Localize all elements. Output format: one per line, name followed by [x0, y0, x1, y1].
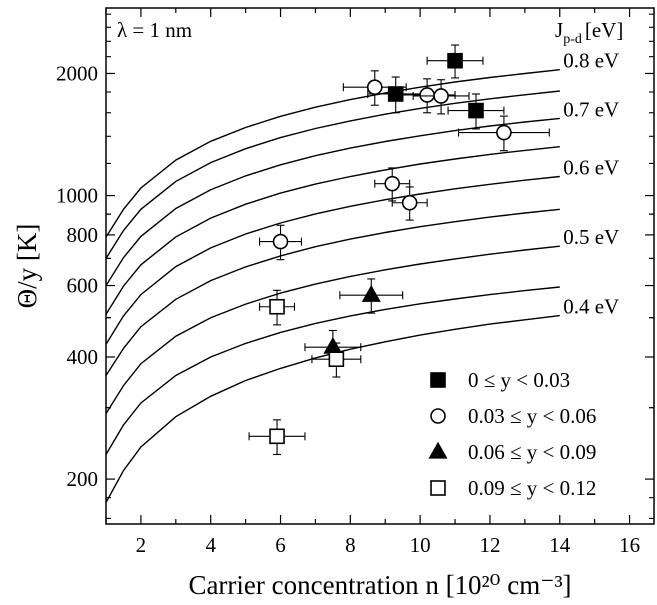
data-point	[457, 115, 550, 152]
open-circle-marker	[430, 408, 446, 424]
filled-square-marker	[468, 102, 484, 119]
data-point	[412, 79, 470, 115]
open-square-marker	[269, 428, 285, 445]
filled-triangle-marker	[428, 441, 448, 459]
labels: 0.4 eV 0.5 eV 0.6 eV 0.7 eV 0.8 eV Carrier co…	[12, 18, 623, 600]
legend-item: 0.09 ≤ y < 0.12	[430, 476, 596, 500]
data-point	[311, 342, 362, 378]
legend-label: 0.06 ≤ y < 0.09	[468, 440, 596, 464]
x-tick-label: 6	[275, 533, 286, 557]
open-circle-marker	[366, 79, 383, 95]
data-point	[426, 44, 484, 79]
filled-triangle-marker	[323, 336, 343, 354]
y-tick-label: 200	[67, 467, 99, 491]
x-tick-label: 14	[549, 533, 571, 557]
plot-frame	[105, 7, 655, 525]
data-point	[398, 78, 456, 114]
curve-header-main: J	[555, 18, 563, 42]
curve-header-sub: p-d	[563, 32, 582, 47]
model-curve	[105, 286, 560, 455]
data-point	[374, 167, 411, 202]
y-tick-label: 400	[67, 345, 99, 369]
open-circle-marker	[272, 233, 289, 250]
filled-triangle-marker	[361, 284, 381, 302]
curve-label: 0.8 eV	[563, 49, 619, 73]
data-point	[248, 419, 306, 456]
x-tick-label: 2	[136, 533, 147, 557]
open-square-marker	[269, 298, 285, 315]
legend: 0 ≤ y < 0.03 0.03 ≤ y < 0.06 0.06 ≤ y < 0.…	[428, 368, 596, 500]
legend-item: 0 ≤ y < 0.03	[430, 368, 570, 392]
data-point	[259, 224, 303, 261]
open-circle-marker	[401, 194, 418, 211]
legend-item: 0.03 ≤ y < 0.06	[430, 404, 596, 428]
model-curve	[105, 146, 560, 315]
data-points	[248, 44, 550, 456]
model-curve	[105, 117, 560, 286]
data-point	[447, 93, 505, 130]
x-tick-label: 16	[619, 533, 640, 557]
filled-square-marker	[387, 86, 404, 102]
legend-item: 0.06 ≤ y < 0.09	[428, 440, 596, 464]
open-circle-marker	[433, 88, 449, 104]
open-circle-marker	[419, 87, 435, 103]
curve-label: 0.4 eV	[563, 295, 619, 319]
data-point	[259, 289, 296, 326]
model-curve	[105, 90, 560, 259]
y-tick-label: 2000	[56, 61, 98, 85]
model-curve	[105, 208, 560, 376]
curve-header: Jp-d [eV]	[555, 18, 623, 47]
y-axis-title: Θ/y [K]	[12, 224, 42, 309]
open-square-marker	[328, 351, 345, 368]
curve-label: 0.6 eV	[563, 156, 619, 180]
open-square-marker	[430, 480, 446, 496]
model-curve	[105, 245, 560, 414]
curve-header-unit: [eV]	[585, 18, 623, 42]
x-tick-label: 12	[479, 533, 500, 557]
x-tick-label: 4	[205, 533, 216, 557]
y-tick-label: 600	[67, 274, 99, 298]
x-tick-label: 8	[345, 533, 356, 557]
model-curve	[105, 175, 560, 345]
model-curves	[105, 69, 560, 503]
filled-square-marker	[447, 52, 463, 69]
model-curve	[105, 314, 560, 503]
model-curve	[105, 69, 560, 238]
axes: 2 4 6 8 10 12 14 16 200 400 600 800 1000 2000	[56, 8, 654, 557]
data-point	[342, 70, 407, 106]
data-point	[339, 278, 404, 314]
open-circle-marker	[496, 124, 512, 141]
curve-label: 0.5 eV	[563, 225, 619, 249]
wavelength-annotation: λ = 1 nm	[117, 18, 192, 42]
y-tick-label: 800	[67, 223, 99, 247]
filled-square-marker	[430, 372, 446, 388]
legend-label: 0.09 ≤ y < 0.12	[468, 476, 596, 500]
open-circle-marker	[384, 175, 401, 192]
curve-label: 0.7 eV	[563, 97, 619, 121]
x-tick-label: 10	[410, 533, 431, 557]
legend-label: 0 ≤ y < 0.03	[468, 368, 570, 392]
legend-label: 0.03 ≤ y < 0.06	[468, 404, 596, 428]
data-point	[391, 186, 428, 221]
x-axis-title: Carrier concentration n [10²⁰ cm⁻³]	[188, 570, 571, 600]
y-tick-label: 1000	[56, 184, 98, 208]
